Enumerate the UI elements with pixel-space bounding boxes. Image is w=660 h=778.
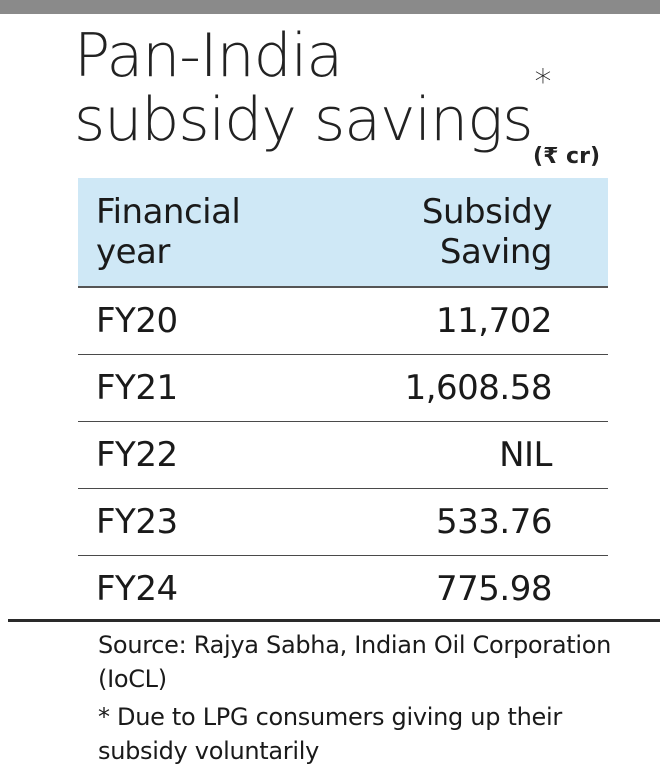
title-line-2: subsidy savings* xyxy=(74,65,594,155)
table-row: FY24 775.98 xyxy=(78,556,608,623)
cell-value: NIL xyxy=(315,421,608,489)
table-row: FY21 1,608.58 xyxy=(78,354,608,422)
cell-value: 1,608.58 xyxy=(315,354,608,422)
footer-notes: Source: Rajya Sabha, Indian Oil Corporat… xyxy=(98,628,638,772)
cell-year: FY23 xyxy=(78,488,316,556)
table-row: FY20 11,702 xyxy=(78,287,608,355)
table-row: FY22 NIL xyxy=(78,421,608,489)
cell-year: FY24 xyxy=(96,569,178,609)
title-asterisk: * xyxy=(534,62,551,102)
title-line-2-text: subsidy savings xyxy=(74,85,533,155)
cell-year: FY21 xyxy=(78,354,316,422)
source-note: Source: Rajya Sabha, Indian Oil Corporat… xyxy=(98,631,612,693)
header-subsidy-saving: Subsidy Saving xyxy=(315,178,608,288)
footnote: * Due to LPG consumers giving up their s… xyxy=(98,703,562,765)
cell-value: 11,702 xyxy=(315,287,608,355)
title-line-1: Pan-India xyxy=(74,21,343,91)
cell-year: FY20 xyxy=(78,287,316,355)
top-bar xyxy=(0,0,660,14)
table-row: FY23 533.76 xyxy=(78,488,608,556)
cell-value: 775.98 xyxy=(436,569,552,609)
header-financial-year: Financial year xyxy=(78,178,316,288)
cell-value: 533.76 xyxy=(315,488,608,556)
footer-divider xyxy=(8,619,660,622)
cell-year: FY22 xyxy=(78,421,316,489)
header-subsidy-saving-line1: Subsidy xyxy=(421,192,553,232)
data-table: Financial year Subsidy Saving FY20 11,70… xyxy=(78,178,608,622)
header-financial-year-line2: year xyxy=(96,232,170,272)
chart-title: Pan-India subsidy savings* xyxy=(74,24,594,152)
table-header-row: Financial year Subsidy Saving xyxy=(78,178,608,288)
unit-label: (₹ cr) xyxy=(533,144,600,169)
header-financial-year-line1: Financial xyxy=(96,192,241,232)
header-subsidy-saving-line2: Saving xyxy=(439,232,553,272)
data-table-container: Financial year Subsidy Saving FY20 11,70… xyxy=(78,178,608,622)
